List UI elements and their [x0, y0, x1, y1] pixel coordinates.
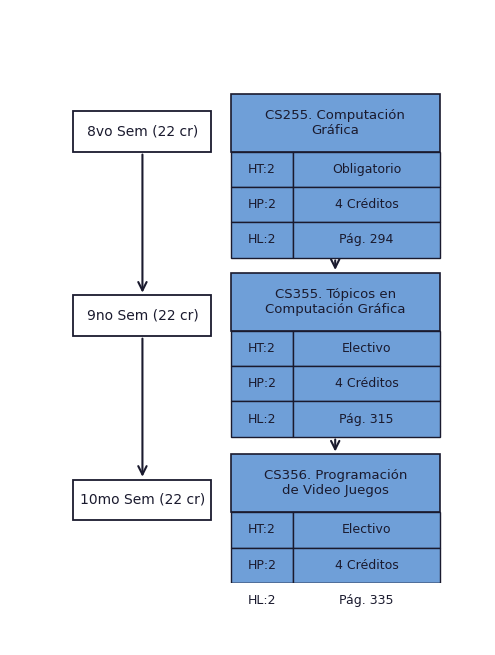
Text: HL:2: HL:2 — [248, 233, 276, 246]
Bar — [231, 512, 294, 548]
Text: HP:2: HP:2 — [248, 198, 277, 211]
Bar — [231, 583, 294, 618]
Text: HT:2: HT:2 — [248, 342, 276, 355]
Bar — [294, 402, 440, 437]
Bar — [231, 152, 294, 187]
Text: HL:2: HL:2 — [248, 594, 276, 607]
Bar — [231, 331, 294, 366]
Text: HP:2: HP:2 — [248, 377, 277, 390]
Bar — [294, 548, 440, 583]
Text: Pág. 294: Pág. 294 — [340, 233, 394, 246]
Text: 4 Créditos: 4 Créditos — [335, 198, 398, 211]
Text: 4 Créditos: 4 Créditos — [335, 559, 398, 572]
Bar — [231, 548, 294, 583]
Text: 9no Sem (22 cr): 9no Sem (22 cr) — [87, 309, 198, 323]
Text: Pág. 315: Pág. 315 — [339, 413, 394, 426]
Text: 4 Créditos: 4 Créditos — [335, 377, 398, 390]
Text: Obligatorio: Obligatorio — [332, 163, 401, 176]
Bar — [73, 479, 211, 520]
Bar — [73, 295, 211, 336]
Text: CS355. Tópicos en
Computación Gráfica: CS355. Tópicos en Computación Gráfica — [265, 288, 405, 316]
Text: HT:2: HT:2 — [248, 163, 276, 176]
Bar — [294, 331, 440, 366]
Bar — [231, 366, 294, 402]
Text: Pág. 335: Pág. 335 — [339, 594, 394, 607]
Text: HP:2: HP:2 — [248, 559, 277, 572]
Text: Electivo: Electivo — [342, 523, 392, 536]
Bar — [231, 94, 440, 152]
Bar — [294, 222, 440, 257]
Bar — [294, 187, 440, 222]
Bar — [231, 272, 440, 331]
Bar — [231, 222, 294, 257]
Text: HT:2: HT:2 — [248, 523, 276, 536]
Text: 8vo Sem (22 cr): 8vo Sem (22 cr) — [87, 124, 198, 139]
Bar — [294, 583, 440, 618]
Text: CS255. Computación
Gráfica: CS255. Computación Gráfica — [265, 109, 405, 137]
Text: CS356. Programación
de Video Juegos: CS356. Programación de Video Juegos — [263, 470, 407, 497]
Bar — [231, 402, 294, 437]
Text: Electivo: Electivo — [342, 342, 392, 355]
Text: HL:2: HL:2 — [248, 413, 276, 426]
Bar — [294, 152, 440, 187]
Text: 10mo Sem (22 cr): 10mo Sem (22 cr) — [80, 493, 205, 507]
Bar — [294, 366, 440, 402]
Bar — [73, 111, 211, 152]
Bar — [231, 455, 440, 512]
Bar — [231, 187, 294, 222]
Bar — [294, 512, 440, 548]
